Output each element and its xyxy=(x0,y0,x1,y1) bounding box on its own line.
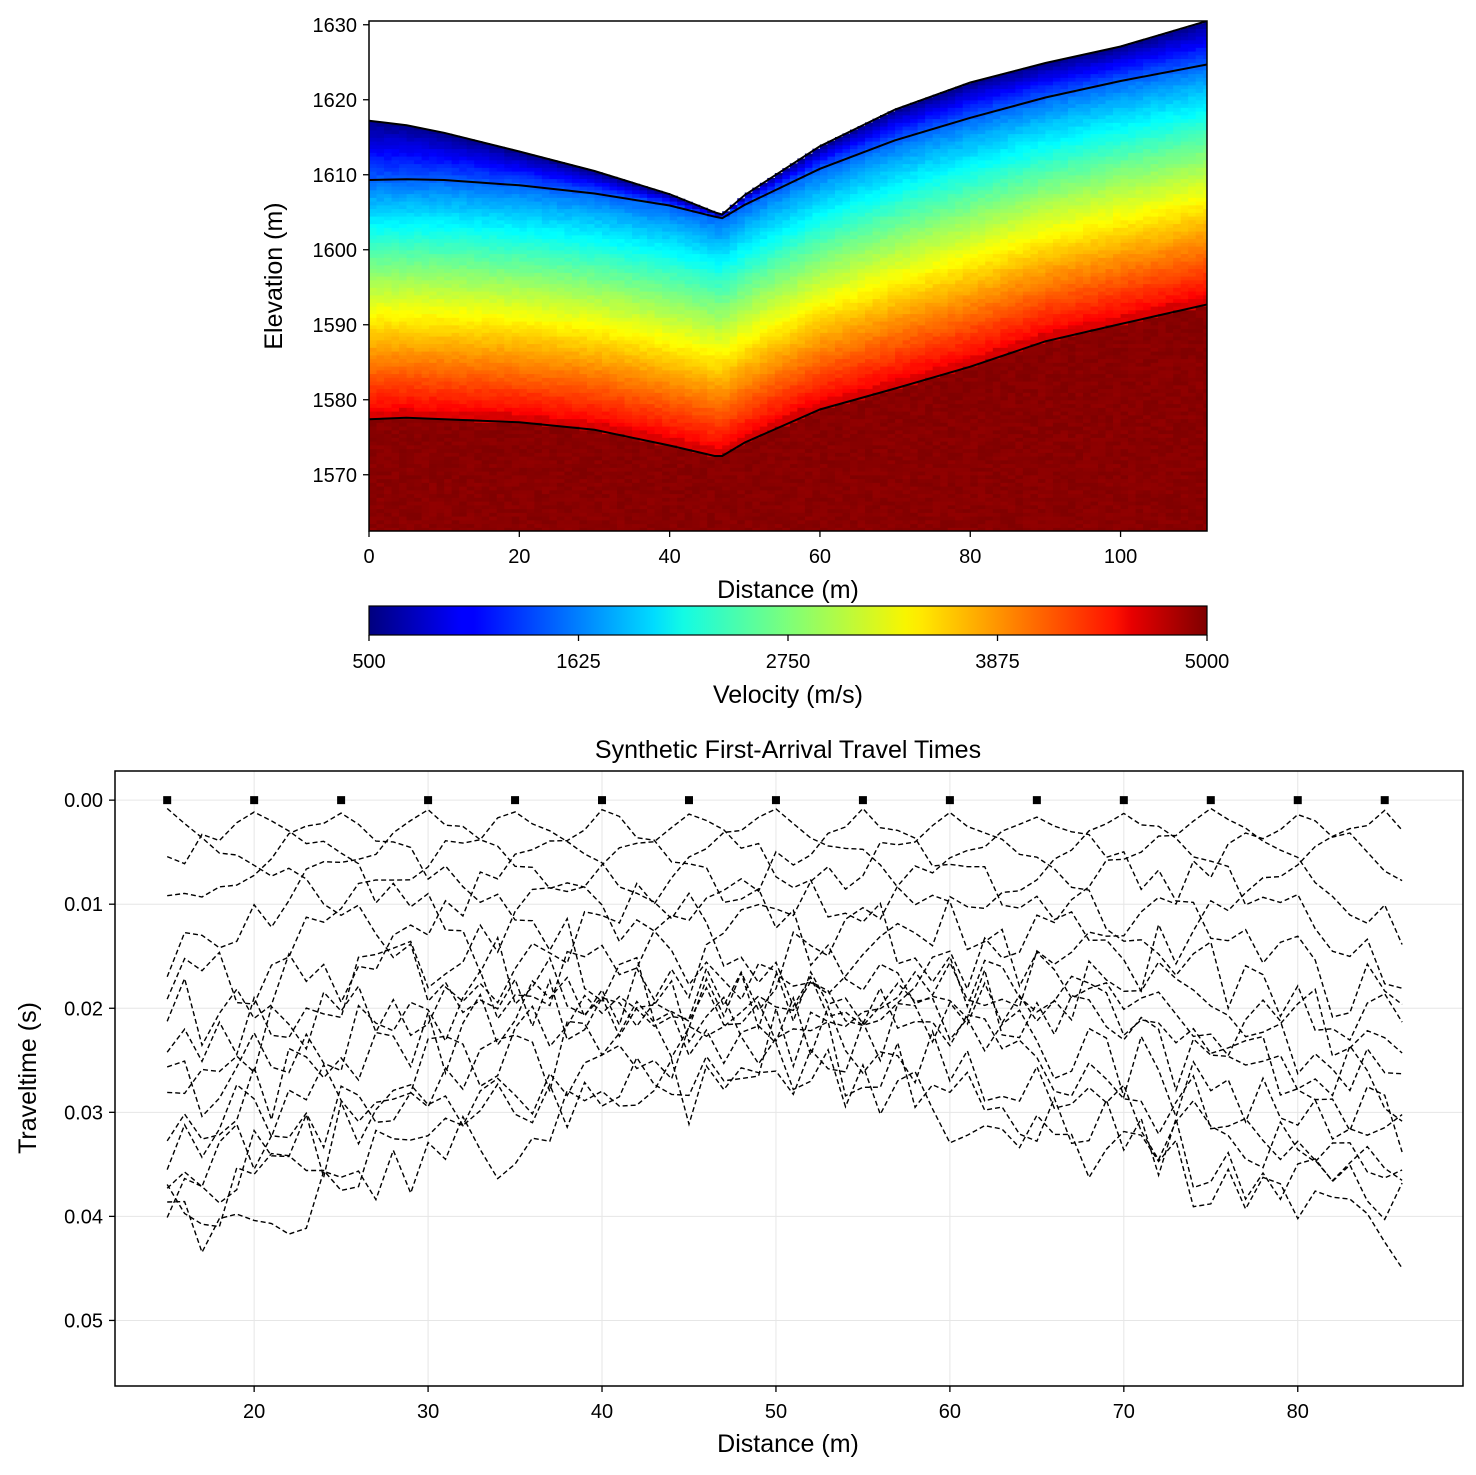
bottom-axes-frame xyxy=(114,770,1464,1387)
x-tick-label: 20 xyxy=(508,546,530,568)
source-marker xyxy=(598,796,607,805)
source-marker xyxy=(337,796,346,805)
source-markers xyxy=(163,796,1389,805)
traveltime-title: Synthetic First-Arrival Travel Times xyxy=(595,736,981,764)
x-tick-label: 30 xyxy=(417,1401,439,1423)
traveltime-curve-5 xyxy=(166,808,1403,1153)
x-tick-label: 80 xyxy=(1287,1401,1309,1423)
top-y-ticks: 1570 1580 1590 1600 1610 1620 1630 xyxy=(313,15,369,487)
x-tick-label: 40 xyxy=(591,1401,613,1423)
upper-boundary-line xyxy=(369,63,1207,220)
traveltime-curve-7 xyxy=(167,808,1403,1095)
y-tick-label: 1610 xyxy=(313,165,358,187)
traveltime-curve-3 xyxy=(166,808,1403,1182)
colorbar-tick-label: 3875 xyxy=(975,651,1020,673)
y-tick-label: 1620 xyxy=(313,90,358,112)
source-marker xyxy=(684,796,693,805)
traveltime-curve-0 xyxy=(166,807,1403,1269)
y-tick-label: 0.01 xyxy=(64,894,103,916)
traveltime-curve-13 xyxy=(166,813,1403,1228)
y-tick-label: 1580 xyxy=(313,390,358,412)
x-tick-label: 40 xyxy=(659,546,681,568)
traveltime-curve-10 xyxy=(166,816,1403,1170)
traveltime-curves xyxy=(166,807,1403,1269)
bottom-x-axis-label: Distance (m) xyxy=(717,1430,859,1458)
velocity-model-panel: 0 20 40 60 80 100 1570 1580 1590 1600 1610 1620 163… xyxy=(260,15,1208,604)
source-marker xyxy=(1119,796,1128,805)
colorbar-tick-label: 2750 xyxy=(766,651,811,673)
top-axes-frame xyxy=(368,20,1208,532)
x-tick-label: 0 xyxy=(363,546,374,568)
y-tick-label: 0.00 xyxy=(64,790,103,812)
top-y-axis-label: Elevation (m) xyxy=(260,202,288,349)
lower-boundary-line xyxy=(369,303,1207,457)
traveltime-curve-9 xyxy=(166,811,1403,1142)
surface-line xyxy=(369,21,1207,216)
traveltime-curve-1 xyxy=(166,811,1403,1221)
x-tick-label: 60 xyxy=(809,546,831,568)
x-tick-label: 80 xyxy=(959,546,981,568)
y-tick-label: 0.03 xyxy=(64,1102,103,1124)
source-marker xyxy=(1293,796,1302,805)
x-tick-label: 20 xyxy=(243,1401,265,1423)
source-marker xyxy=(1206,796,1215,805)
x-tick-label: 100 xyxy=(1104,546,1137,568)
y-tick-label: 0.02 xyxy=(64,998,103,1020)
y-tick-label: 1590 xyxy=(313,315,358,337)
bottom-y-ticks: 0.00 0.01 0.02 0.03 0.04 0.05 xyxy=(64,790,115,1332)
velocity-field xyxy=(369,21,1207,531)
traveltime-curve-11 xyxy=(166,812,1403,1189)
colorbar: 500 1625 2750 3875 5000 Velocity (m/s) xyxy=(352,605,1229,709)
colorbar-tick-label: 1625 xyxy=(556,651,601,673)
source-marker xyxy=(771,796,780,805)
traveltime-panel: Synthetic First-Arrival Travel Times 20 3… xyxy=(14,736,1464,1458)
x-tick-label: 50 xyxy=(765,1401,787,1423)
source-marker xyxy=(1380,796,1389,805)
traveltime-curve-4 xyxy=(166,811,1403,1141)
x-tick-label: 70 xyxy=(1113,1401,1135,1423)
top-x-ticks: 0 20 40 60 80 100 xyxy=(363,531,1137,568)
traveltime-curve-6 xyxy=(166,813,1403,1122)
source-marker xyxy=(250,796,259,805)
colorbar-label: Velocity (m/s) xyxy=(713,681,863,709)
layer-boundaries xyxy=(369,21,1207,457)
source-marker xyxy=(858,796,867,805)
colorbar-tick-label: 500 xyxy=(352,651,385,673)
source-marker xyxy=(1032,796,1041,805)
source-marker xyxy=(945,796,954,805)
traveltime-curve-12 xyxy=(166,807,1403,1218)
y-tick-label: 1630 xyxy=(313,15,358,37)
colorbar-ticks: 500 1625 2750 3875 5000 xyxy=(352,635,1229,673)
source-marker xyxy=(163,796,172,805)
y-tick-label: 0.05 xyxy=(64,1310,103,1332)
source-marker xyxy=(511,796,520,805)
traveltime-curve-14 xyxy=(167,809,1403,1255)
y-tick-label: 1570 xyxy=(313,465,358,487)
bottom-y-axis-label: Traveltime (s) xyxy=(14,1002,42,1154)
colorbar-gradient xyxy=(369,606,1207,635)
source-marker xyxy=(424,796,433,805)
bottom-x-ticks: 20 30 40 50 60 70 80 xyxy=(243,1386,1309,1423)
y-tick-label: 0.04 xyxy=(64,1206,103,1228)
top-x-axis-label: Distance (m) xyxy=(717,576,859,604)
colorbar-tick-label: 5000 xyxy=(1185,651,1230,673)
y-tick-label: 1600 xyxy=(313,240,358,262)
traveltime-curve-2 xyxy=(167,812,1403,1179)
x-tick-label: 60 xyxy=(939,1401,961,1423)
